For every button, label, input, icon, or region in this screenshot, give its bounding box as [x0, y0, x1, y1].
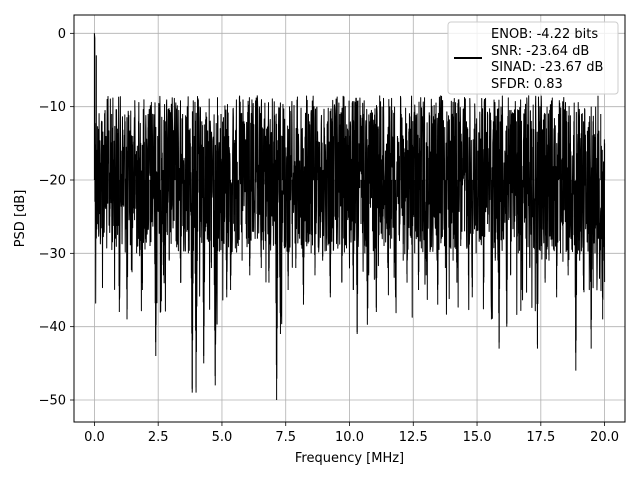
x-axis-label: Frequency [MHz]	[295, 451, 404, 466]
x-tick-label: 20.0	[590, 430, 619, 445]
y-tick-label: 0	[58, 27, 66, 42]
x-tick-label: 12.5	[399, 430, 428, 445]
legend-snr: SNR: -23.64 dB	[491, 44, 589, 59]
x-tick-label: 2.5	[148, 430, 169, 445]
legend-sinad: SINAD: -23.67 dB	[491, 60, 603, 75]
y-tick-label: −10	[39, 100, 66, 115]
legend-sfdr: SFDR: 0.83	[491, 77, 563, 92]
x-tick-label: 17.5	[526, 430, 555, 445]
y-tick-label: −30	[39, 247, 66, 262]
series-layer	[93, 33, 606, 400]
x-tick-label: 7.5	[275, 430, 296, 445]
legend-enob: ENOB: -4.22 bits	[491, 27, 598, 42]
y-axis-ticks: 0 −10 −20 −30 −40 −50	[39, 27, 74, 409]
legend: ENOB: -4.22 bits SNR: -23.64 dB SINAD: -…	[447, 21, 619, 95]
y-tick-label: −20	[39, 174, 66, 189]
x-tick-label: 0.0	[84, 430, 105, 445]
y-tick-label: −50	[39, 394, 66, 409]
x-axis-ticks: 0.0 2.5 5.0 7.5 10.0 12.5 15.0 17.5 20.0	[84, 422, 619, 445]
x-tick-label: 10.0	[335, 430, 364, 445]
y-axis-label: PSD [dB]	[13, 190, 28, 248]
x-tick-label: 5.0	[212, 430, 233, 445]
x-tick-label: 15.0	[463, 430, 492, 445]
y-tick-label: −40	[39, 320, 66, 335]
legend-box	[447, 21, 619, 95]
